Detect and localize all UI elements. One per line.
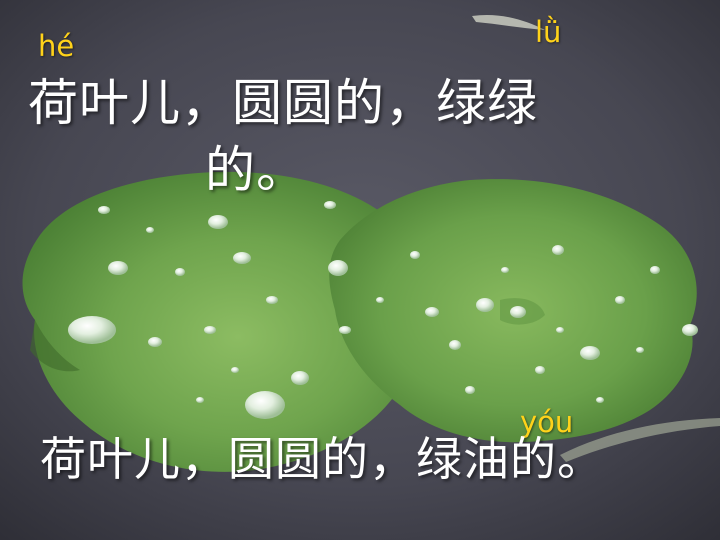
pinyin-he: hé	[38, 29, 75, 63]
lotus-leaf-left	[22, 171, 415, 472]
pinyin-lu: lǜ	[535, 15, 562, 49]
verse-line-1: 荷叶儿，圆圆的，绿绿	[28, 74, 538, 132]
verse-line-3: 荷叶儿，圆圆的，绿油的。	[40, 432, 604, 486]
grass-blade-bottom	[560, 418, 720, 462]
pinyin-you: yóu	[520, 405, 574, 439]
grass-blade-top	[472, 14, 545, 30]
verse-line-2: 的。	[205, 141, 307, 199]
water-droplets	[68, 201, 698, 419]
leaf-left-edge-dark	[30, 320, 80, 372]
